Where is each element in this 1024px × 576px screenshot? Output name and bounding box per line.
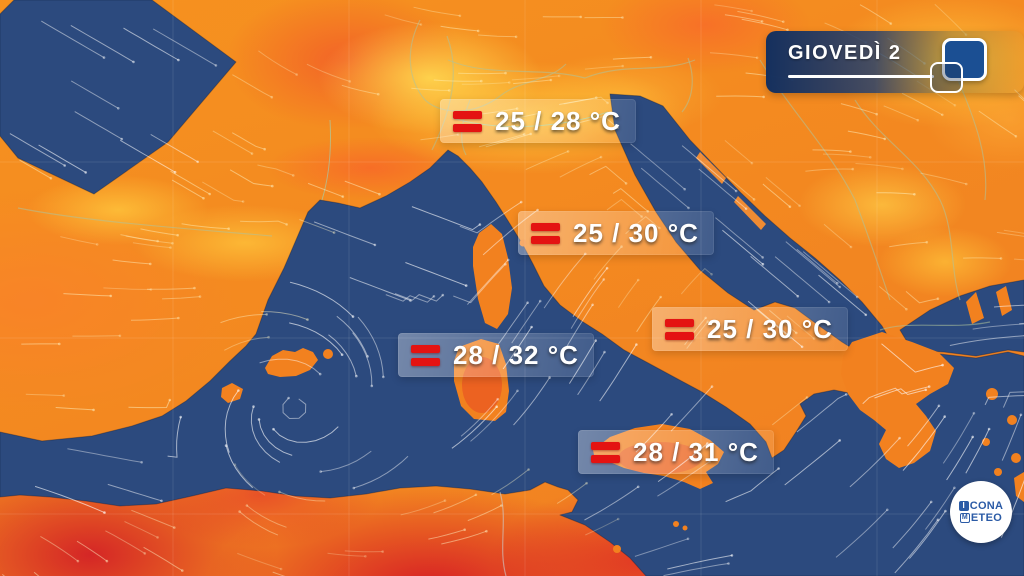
crete-edge-shape xyxy=(1014,472,1024,502)
gozo-shape xyxy=(682,525,688,531)
logo-i-square-icon: I xyxy=(958,501,969,511)
sicily-shape xyxy=(593,424,724,489)
elba-shape xyxy=(519,239,527,247)
equals-icon xyxy=(411,344,440,366)
logo-line-2: M ETEO xyxy=(959,511,1003,524)
croatian-island xyxy=(696,152,726,184)
temp-label-sardinia: 28 / 32 °C xyxy=(398,333,594,377)
atlantic-sea-shape xyxy=(0,0,237,195)
temp-label-central-italy: 25 / 30 °C xyxy=(518,211,714,255)
logo-text: CONA xyxy=(969,499,1004,512)
logo-m-square-icon: M xyxy=(959,513,970,523)
mallorca-shape xyxy=(265,348,318,377)
greece-shape xyxy=(841,332,954,468)
corsica-shape xyxy=(473,224,512,329)
temp-label-north-italy: 25 / 28 °C xyxy=(440,99,636,143)
pantelleria-shape xyxy=(613,545,621,553)
rivers xyxy=(321,111,609,201)
temp-label-sicily: 28 / 31 °C xyxy=(578,430,774,474)
country-borders xyxy=(17,19,991,576)
equals-icon xyxy=(453,110,482,132)
overlapping-squares-icon-small xyxy=(930,62,963,93)
sicily-hot-patch xyxy=(618,442,702,474)
wind-streamlines xyxy=(1,3,1024,576)
malta-shape xyxy=(673,521,679,527)
ibiza-shape xyxy=(221,383,243,403)
aegean-finger-shape xyxy=(996,286,1012,316)
day-label: GIOVEDÌ 2 xyxy=(788,42,902,64)
temp-label-south-italy: 25 / 30 °C xyxy=(652,307,848,351)
temp-range-text: 25 / 30 °C xyxy=(573,217,699,248)
logo-line-1: I CONA xyxy=(958,499,1004,512)
day-badge: GIOVEDÌ 2 xyxy=(766,31,1024,93)
temp-range-text: 25 / 28 °C xyxy=(495,105,621,136)
iconameteo-logo: I CONA M ETEO xyxy=(950,481,1012,543)
day-underline xyxy=(788,75,934,78)
croatian-island xyxy=(734,196,766,230)
temp-range-text: 28 / 32 °C xyxy=(453,339,579,370)
overlapping-squares-icon xyxy=(942,38,987,81)
temp-range-text: 25 / 30 °C xyxy=(707,313,833,344)
logo-text: ETEO xyxy=(970,511,1003,524)
greek-island xyxy=(1011,453,1021,463)
aegean-finger-shape xyxy=(966,292,984,324)
temp-range-text: 28 / 31 °C xyxy=(633,436,759,467)
equals-icon xyxy=(665,318,694,340)
greek-island xyxy=(994,468,1002,476)
sardinia-shape xyxy=(454,339,509,421)
island-shapes xyxy=(221,152,1024,553)
greek-island xyxy=(1007,415,1017,425)
menorca-shape xyxy=(323,349,333,359)
equals-icon xyxy=(591,441,620,463)
equals-icon xyxy=(531,222,560,244)
sardinia-hot-patch xyxy=(462,357,502,413)
